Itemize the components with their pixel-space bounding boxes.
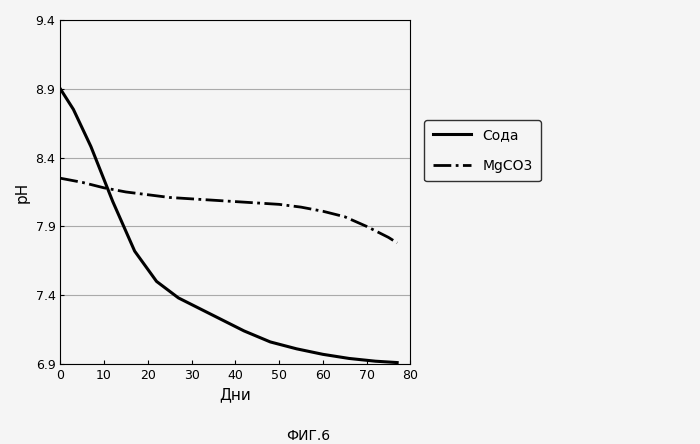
Сода bbox=[56, 86, 64, 91]
MgCO3 bbox=[318, 209, 327, 214]
Сода bbox=[293, 346, 301, 352]
Сода bbox=[345, 356, 354, 361]
MgCO3 bbox=[122, 189, 130, 194]
Сода bbox=[69, 107, 78, 112]
MgCO3 bbox=[100, 185, 108, 190]
MgCO3 bbox=[340, 214, 349, 219]
MgCO3 bbox=[144, 192, 152, 198]
Y-axis label: pH: pH bbox=[15, 181, 30, 202]
Legend: Сода, MgCO3: Сода, MgCO3 bbox=[424, 120, 541, 181]
MgCO3 bbox=[275, 202, 284, 207]
Сода bbox=[240, 328, 248, 333]
Сода bbox=[196, 306, 204, 312]
MgCO3 bbox=[209, 198, 218, 203]
MgCO3 bbox=[231, 199, 239, 204]
Сода bbox=[266, 339, 274, 345]
Сода bbox=[174, 295, 183, 301]
MgCO3 bbox=[165, 195, 174, 200]
Text: ФИГ.6: ФИГ.6 bbox=[286, 428, 330, 443]
MgCO3 bbox=[297, 204, 305, 210]
Сода bbox=[87, 144, 95, 149]
Сода bbox=[371, 358, 379, 364]
Сода bbox=[108, 199, 117, 204]
MgCO3 bbox=[253, 200, 261, 206]
MgCO3 bbox=[56, 175, 64, 181]
MgCO3 bbox=[384, 235, 393, 240]
X-axis label: Дни: Дни bbox=[219, 387, 251, 402]
Сода bbox=[393, 360, 401, 365]
Line: Сода: Сода bbox=[60, 89, 397, 363]
MgCO3 bbox=[363, 224, 371, 229]
Сода bbox=[318, 352, 327, 357]
Line: MgCO3: MgCO3 bbox=[60, 178, 397, 243]
MgCO3 bbox=[78, 180, 86, 185]
Сода bbox=[218, 317, 226, 323]
Сода bbox=[130, 249, 139, 254]
MgCO3 bbox=[188, 196, 196, 202]
Сода bbox=[153, 279, 161, 284]
MgCO3 bbox=[393, 240, 401, 246]
